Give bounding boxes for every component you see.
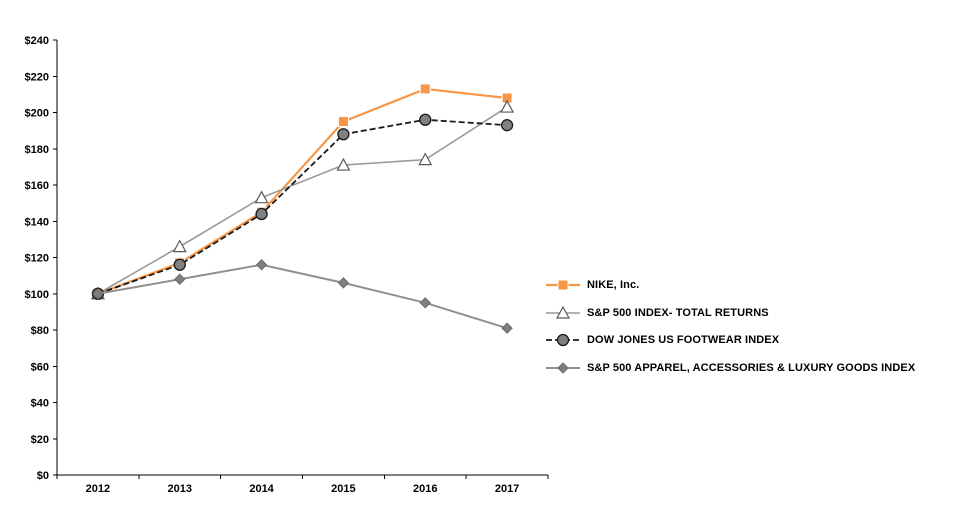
axes xyxy=(53,39,549,479)
y-tick-label: $60 xyxy=(31,361,49,373)
legend-label: S&P 500 APPAREL, ACCESSORIES & LUXURY GO… xyxy=(587,362,916,375)
legend-item: DOW JONES US FOOTWEAR INDEX xyxy=(545,331,915,349)
y-tick-label: $20 xyxy=(31,434,49,446)
legend-item: NIKE, Inc. xyxy=(545,276,915,294)
y-tick-label: $0 xyxy=(37,470,49,482)
y-tick-label: $160 xyxy=(25,180,49,192)
x-tick-label: 2016 xyxy=(413,483,437,495)
legend-marker-square-icon xyxy=(546,279,580,291)
x-tick-label: 2014 xyxy=(249,483,274,495)
legend-marker-triangle-icon xyxy=(546,305,580,319)
y-tick-label: $100 xyxy=(25,289,49,301)
y-tick-label: $140 xyxy=(25,216,49,228)
legend-label: S&P 500 INDEX- TOTAL RETURNS xyxy=(587,306,769,319)
x-tick-label: 2012 xyxy=(86,483,110,495)
series-square xyxy=(92,83,513,300)
chart-legend: NIKE, Inc. S&P 500 INDEX- TOTAL RETURNS DO… xyxy=(545,276,915,377)
y-tick-label: $240 xyxy=(25,35,49,47)
legend-marker-diamond-icon xyxy=(546,362,580,374)
series-diamond xyxy=(92,259,513,334)
y-tick-label: $40 xyxy=(31,398,49,410)
y-tick-label: $80 xyxy=(31,325,49,337)
legend-label: DOW JONES US FOOTWEAR INDEX xyxy=(587,334,780,347)
legend-item: S&P 500 APPAREL, ACCESSORIES & LUXURY GO… xyxy=(545,359,915,377)
x-tick-label: 2015 xyxy=(331,483,355,495)
y-tick-label: $220 xyxy=(25,71,49,83)
legend-item: S&P 500 INDEX- TOTAL RETURNS xyxy=(545,304,915,322)
y-tick-label: $200 xyxy=(25,108,49,120)
series-triangle xyxy=(90,99,515,300)
x-tick-label: 2013 xyxy=(168,483,192,495)
y-tick-label: $180 xyxy=(25,144,49,156)
y-tick-label: $120 xyxy=(25,253,49,265)
x-tick-label: 2017 xyxy=(495,483,519,495)
legend-marker-circle-icon xyxy=(546,334,580,347)
legend-label: NIKE, Inc. xyxy=(587,279,640,291)
